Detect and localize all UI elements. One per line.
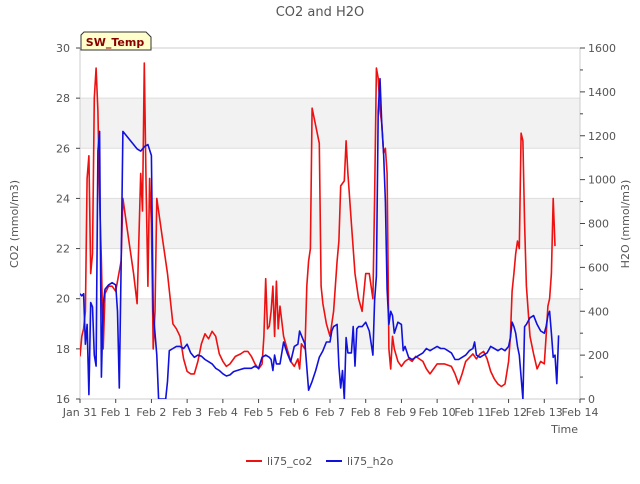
x-tick-label-7: Feb 7: [315, 406, 345, 419]
band-1: [80, 198, 580, 249]
x-tick-label-2: Feb 2: [136, 406, 166, 419]
y-right-tick-label-0: 0: [588, 393, 595, 406]
x-tick-label-11: Feb 11: [454, 406, 491, 419]
y-right-tick-label-600: 600: [588, 261, 609, 274]
series-line-li75_h2o: [80, 77, 560, 399]
y-left-tick-label-28: 28: [56, 92, 70, 105]
y-left-tick-label-22: 22: [56, 243, 70, 256]
x-tick-label-13: Feb 13: [526, 406, 563, 419]
x-tick-label-0: Jan 31: [62, 406, 97, 419]
x-tick-label-14: Feb 14: [562, 406, 599, 419]
y-left-tick-label-18: 18: [56, 343, 70, 356]
series-line-li75_co2: [80, 62, 556, 388]
badge-box: [80, 31, 152, 51]
y-right-tick-label-1400: 1400: [588, 86, 616, 99]
y-left-tick-label-26: 26: [56, 142, 70, 155]
x-tick-label-8: Feb 8: [351, 406, 381, 419]
y-right-tick-label-400: 400: [588, 305, 609, 318]
y-right-tick-label-800: 800: [588, 218, 609, 231]
y-axis-right-label: H2O (mmol/m3): [619, 180, 632, 269]
badge-label: SW_Temp: [86, 36, 145, 49]
x-tick-label-3: Feb 3: [172, 406, 202, 419]
badge: SW_Temp: [80, 31, 152, 51]
chart-title: CO2 and H2O: [276, 5, 365, 20]
x-tick-label-4: Feb 4: [208, 406, 238, 419]
y-left-tick-label-20: 20: [56, 293, 70, 306]
x-tick-label-6: Feb 6: [279, 406, 309, 419]
x-tick-label-9: Feb 9: [386, 406, 416, 419]
y-left-tick-label-16: 16: [56, 393, 70, 406]
legend-label-co2: li75_co2: [267, 455, 312, 468]
x-axis-label: Time: [550, 423, 578, 436]
band-2: [80, 98, 580, 149]
x-tick-label-10: Feb 10: [419, 406, 456, 419]
legend: li75_co2 li75_h2o: [246, 455, 394, 468]
y-right-tick-label-1600: 1600: [588, 42, 616, 55]
y-right-tick-label-1200: 1200: [588, 130, 616, 143]
y-left-tick-label-30: 30: [56, 42, 70, 55]
x-tick-label-12: Feb 12: [490, 406, 527, 419]
y-left-tick-label-24: 24: [56, 192, 70, 205]
y-right-tick-label-1000: 1000: [588, 174, 616, 187]
x-tick-label-5: Feb 5: [244, 406, 274, 419]
y-right-tick-label-200: 200: [588, 349, 609, 362]
y-axis-left-label: CO2 (mmol/m3): [8, 180, 21, 268]
legend-label-h2o: li75_h2o: [347, 455, 394, 468]
x-tick-label-1: Feb 1: [101, 406, 131, 419]
